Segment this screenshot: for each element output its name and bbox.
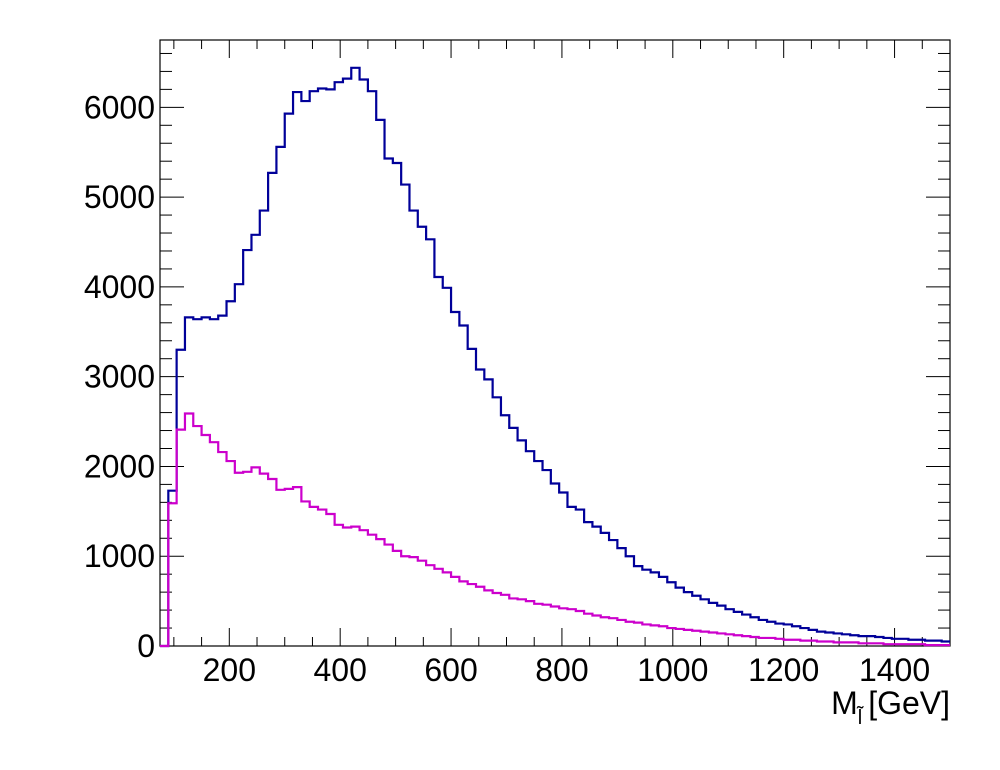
axis-ticks: [160, 40, 951, 647]
series-group: [160, 66, 950, 648]
series-line-2: [160, 412, 950, 648]
x-tick-label: 800: [535, 652, 588, 688]
x-tick-label: 400: [313, 652, 366, 688]
x-axis-title: Ml̃ [GeV]: [831, 685, 950, 729]
y-tick-label: 6000: [84, 89, 155, 125]
series-line-1: [160, 66, 950, 648]
y-tick-label: 5000: [84, 179, 155, 215]
plot-frame: [159, 39, 951, 647]
x-tick-label: 1200: [748, 652, 819, 688]
x-axis-title-main: M: [831, 685, 858, 721]
y-tick-label: 2000: [84, 448, 155, 484]
y-tick-label: 0: [137, 628, 155, 664]
y-tick-label: 3000: [84, 359, 155, 395]
tick-labels: 200 400 600 800 1000 1200 1400 0 1000 2000 3000 400…: [84, 89, 930, 688]
x-axis-title-subscript: l̃: [856, 705, 864, 729]
x-tick-label: 1000: [637, 652, 708, 688]
x-tick-label: 1400: [859, 652, 930, 688]
x-axis-title-unit: [GeV]: [868, 685, 950, 721]
y-tick-label: 1000: [84, 538, 155, 574]
x-tick-label: 200: [203, 652, 256, 688]
x-tick-label: 600: [424, 652, 477, 688]
y-tick-label: 4000: [84, 269, 155, 305]
